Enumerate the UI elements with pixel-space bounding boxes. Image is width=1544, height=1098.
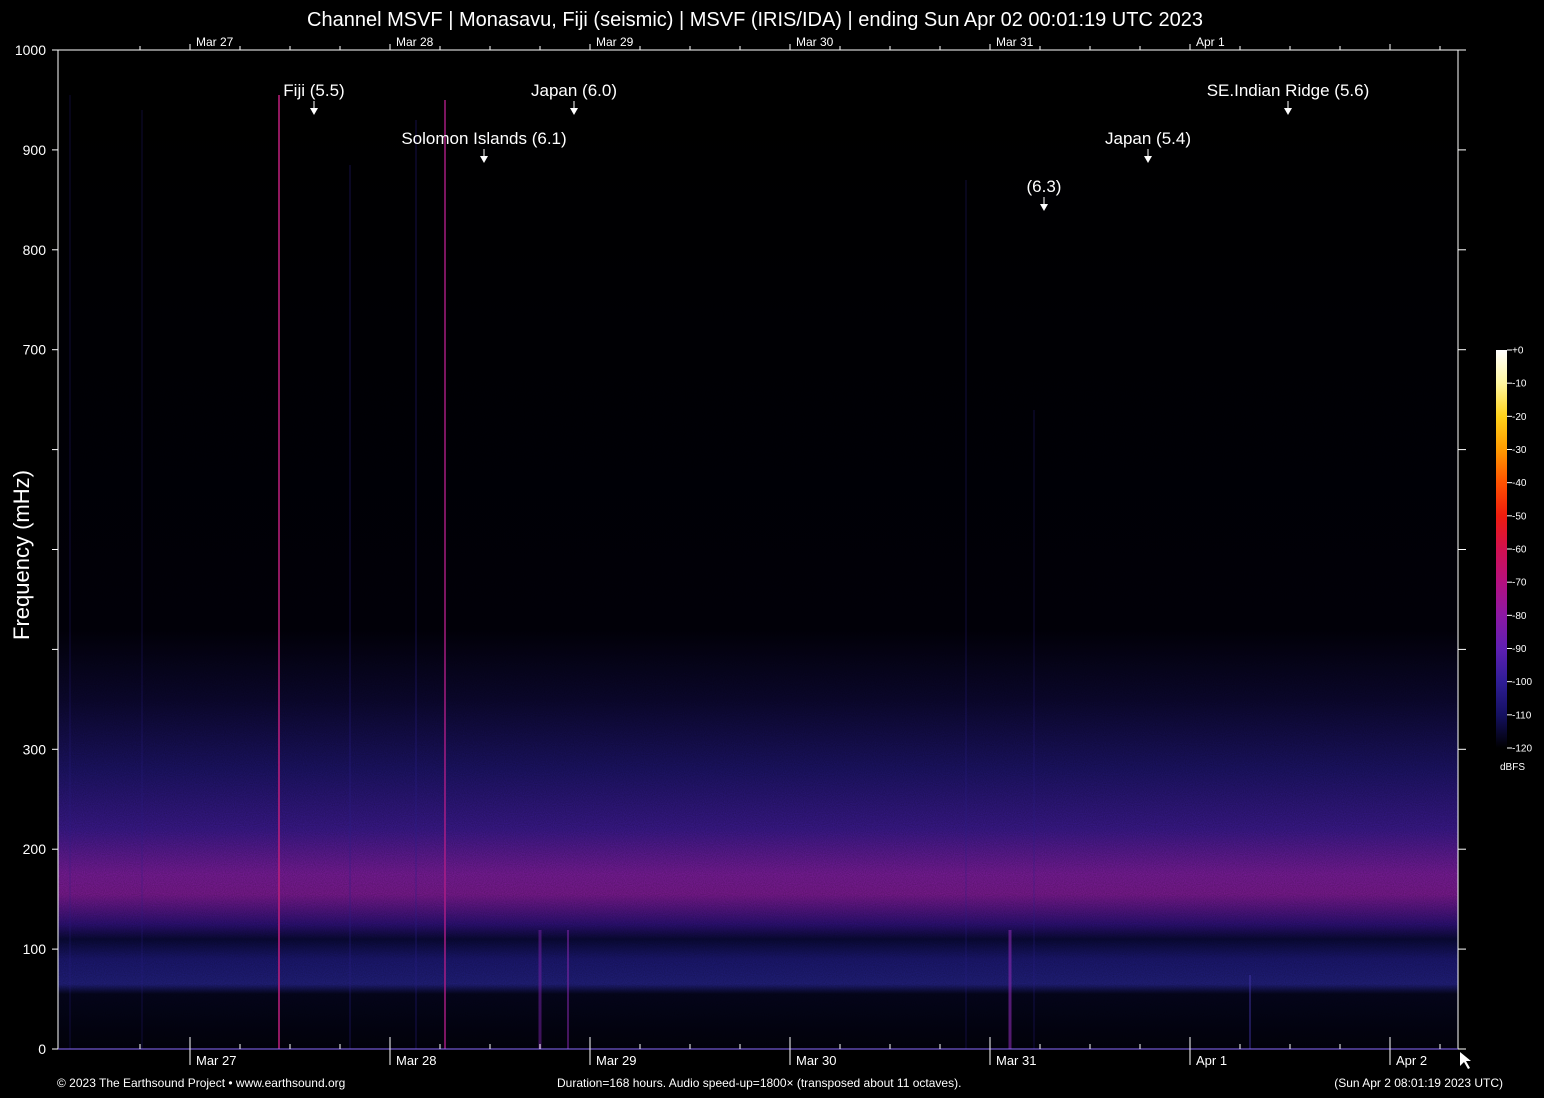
- annotation-label: Fiji (5.5): [283, 81, 344, 100]
- colorbar-tick-label: -50: [1512, 511, 1527, 522]
- colorbar-tick-label: -120: [1512, 744, 1532, 755]
- chart-title: Channel MSVF | Monasavu, Fiji (seismic) …: [307, 9, 1203, 31]
- x-tick-label-top: Mar 28: [396, 35, 434, 49]
- x-tick-label-top: Mar 31: [996, 35, 1034, 49]
- x-tick-label-bottom: Mar 28: [396, 1053, 436, 1068]
- colorbar-tick-label: -10: [1512, 379, 1527, 390]
- y-tick-label: 300: [23, 741, 47, 757]
- down-arrow-icon: [1144, 156, 1152, 163]
- x-tick-label-bottom: Apr 2: [1396, 1053, 1427, 1068]
- x-tick-label-bottom: Mar 29: [596, 1053, 636, 1068]
- down-arrow-icon: [480, 156, 488, 163]
- down-arrow-icon: [310, 108, 318, 115]
- y-tick-label: 900: [23, 142, 47, 158]
- colorbar: +0 -10 -20 -30 -40 -50 -60 -70 -80 -90 -100 -110 -12…: [1496, 346, 1532, 755]
- y-tick-label: 100: [23, 941, 47, 957]
- y-tick-label: 0: [38, 1041, 46, 1057]
- footer-copyright: © 2023 The Earthsound Project • www.eart…: [57, 1076, 346, 1090]
- colorbar-tick-label: -70: [1512, 578, 1527, 589]
- y-tick-label: 700: [23, 342, 47, 358]
- annotation-label: (6.3): [1027, 177, 1062, 196]
- colorbar-tick-label: +0: [1512, 346, 1524, 357]
- colorbar-tick-label: -30: [1512, 445, 1527, 456]
- down-arrow-icon: [570, 108, 578, 115]
- x-tick-label-bottom: Mar 27: [196, 1053, 236, 1068]
- colorbar-tick-label: -20: [1512, 412, 1527, 423]
- colorbar-tick-label: -40: [1512, 478, 1527, 489]
- y-tick-label: 800: [23, 242, 47, 258]
- colorbar-tick-label: -80: [1512, 611, 1527, 622]
- annotation-label: SE.Indian Ridge (5.6): [1207, 81, 1370, 100]
- colorbar-gradient: [1496, 350, 1507, 748]
- footer-duration: Duration=168 hours. Audio speed-up=1800×…: [557, 1076, 962, 1090]
- colorbar-tick-label: -90: [1512, 644, 1527, 655]
- x-tick-label-top: Mar 29: [596, 35, 634, 49]
- colorbar-tick-label: -60: [1512, 545, 1527, 556]
- annotation-label: Japan (5.4): [1105, 129, 1191, 148]
- annotation-label: Solomon Islands (6.1): [401, 129, 566, 148]
- x-tick-label-bottom: Mar 30: [796, 1053, 836, 1068]
- down-arrow-icon: [1284, 108, 1292, 115]
- event-annotations: Fiji (5.5) Solomon Islands (6.1) Japan (6.…: [283, 81, 1369, 211]
- colorbar-tick-label: -100: [1512, 677, 1532, 688]
- down-arrow-icon: [1040, 204, 1048, 211]
- y-axis: 0 100 200 300 700 800 900 1000: [15, 42, 1466, 1057]
- x-tick-label-bottom: Mar 31: [996, 1053, 1036, 1068]
- y-tick-label: 200: [23, 841, 47, 857]
- x-tick-label-bottom: Apr 1: [1196, 1053, 1227, 1068]
- colorbar-unit-label: dBFS: [1500, 762, 1526, 773]
- y-tick-label: 1000: [15, 42, 46, 58]
- footer-timestamp: (Sun Apr 2 08:01:19 2023 UTC): [1334, 1076, 1503, 1090]
- x-tick-label-top: Apr 1: [1196, 35, 1225, 49]
- x-tick-label-top: Mar 27: [196, 35, 234, 49]
- spectrogram-noise: [58, 50, 1458, 1049]
- annotation-label: Japan (6.0): [531, 81, 617, 100]
- cursor-arrow-icon: [1460, 1052, 1471, 1069]
- event-streaks: [69, 95, 1251, 1049]
- x-tick-label-top: Mar 30: [796, 35, 834, 49]
- colorbar-tick-label: -110: [1512, 710, 1532, 721]
- x-axis: Mar 27 Mar 28 Mar 29 Mar 30 Mar 31 Apr 1 Apr 2…: [139, 35, 1471, 1069]
